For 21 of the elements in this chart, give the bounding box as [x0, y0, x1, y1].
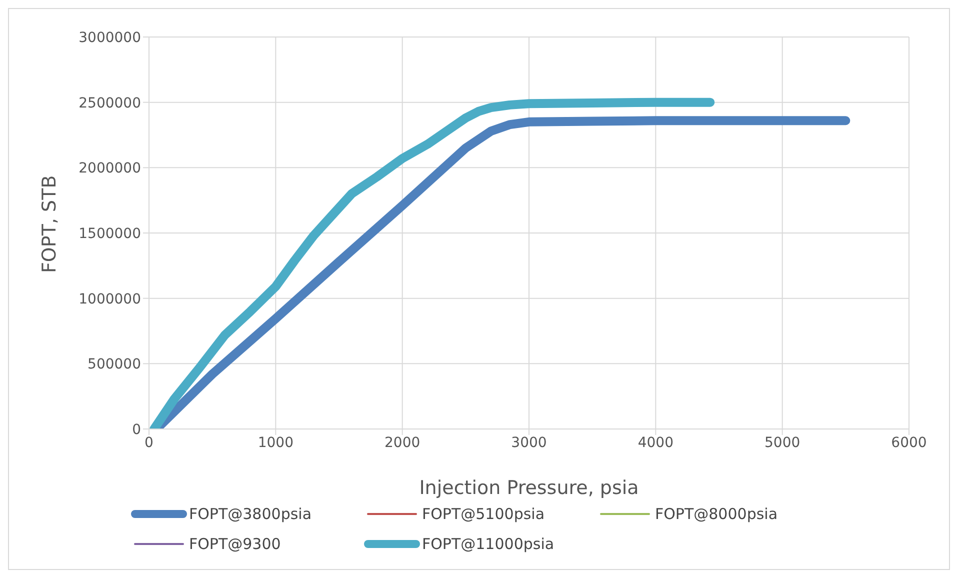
x-tick-label: 4000 [638, 434, 674, 451]
x-tick-label: 5000 [764, 434, 800, 451]
legend-label: FOPT@8000psia [655, 505, 778, 523]
y-axis-title: FOPT, STB [38, 175, 61, 273]
x-axis-title: Injection Pressure, psia [419, 477, 639, 499]
legend-label: FOPT@11000psia [422, 535, 554, 553]
x-tick-label: 3000 [511, 434, 547, 451]
legend-label: FOPT@3800psia [189, 505, 312, 523]
x-tick-label: 0 [144, 434, 154, 451]
y-tick-label: 0 [132, 422, 141, 438]
y-tick-label: 1000000 [78, 291, 141, 308]
y-tick-label: 2000000 [78, 160, 141, 177]
x-tick-label: 1000 [258, 434, 294, 451]
x-tick-label: 2000 [384, 434, 420, 451]
y-tick-label: 2500000 [78, 95, 141, 112]
legend-label: FOPT@9300 [189, 535, 281, 553]
legend-label: FOPT@5100psia [422, 505, 545, 523]
y-tick-label: 500000 [88, 356, 141, 373]
x-tick-label: 6000 [891, 434, 927, 451]
y-tick-label: 1500000 [78, 226, 141, 242]
y-tick-label: 3000000 [78, 30, 141, 46]
